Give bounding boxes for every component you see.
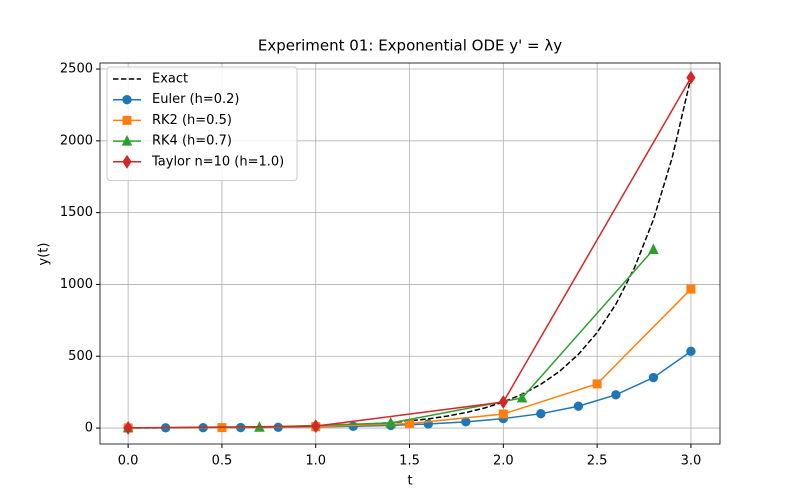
point (573, 401, 584, 411)
legend-label: Taylor n=10 (h=1.0) (151, 154, 284, 169)
legend-marker (122, 154, 132, 169)
legend-marker (121, 134, 133, 146)
legend-label: Euler (h=0.2) (152, 92, 240, 107)
point (686, 346, 696, 357)
legend-label: RK4 (h=0.7) (152, 134, 232, 149)
y-tick-label: 2000 (60, 133, 93, 148)
series-line (128, 77, 692, 429)
point (536, 408, 546, 419)
y-tick-label: 1000 (60, 277, 93, 292)
point (516, 391, 528, 403)
legend-marker (122, 115, 132, 125)
x-tick-label: 3.0 (681, 454, 702, 469)
point (405, 419, 415, 429)
legend-label: Exact (152, 72, 188, 87)
point (611, 390, 621, 400)
x-axis-label: t (407, 474, 412, 489)
x-tick-label: 2.5 (587, 454, 608, 469)
point (592, 379, 602, 389)
legend-marker (122, 95, 132, 105)
x-tick-label: 0.5 (212, 454, 233, 469)
y-tick-label: 0 (85, 421, 93, 436)
point (498, 409, 508, 419)
point (648, 243, 659, 255)
x-tick-label: 2.0 (493, 454, 514, 469)
plot-frame (99, 62, 721, 445)
y-tick-label: 2500 (60, 62, 93, 77)
y-tick-label: 500 (68, 349, 93, 364)
x-tick-label: 0.0 (118, 454, 139, 469)
point (461, 417, 471, 427)
x-tick-label: 1.0 (305, 454, 326, 469)
point (123, 421, 133, 435)
point (648, 372, 659, 383)
point (348, 421, 358, 431)
chart-title: Experiment 01: Exponential ODE y' = λy (258, 37, 562, 55)
y-axis-label: y(t) (37, 243, 52, 266)
point (311, 419, 321, 434)
y-tick-label: 1500 (60, 205, 93, 220)
point (385, 416, 397, 428)
legend-box (106, 66, 298, 181)
x-tick-label: 1.5 (399, 454, 420, 469)
legend-label: RK2 (h=0.5) (152, 113, 232, 128)
point (686, 284, 696, 294)
point (686, 70, 696, 85)
point (498, 395, 508, 409)
